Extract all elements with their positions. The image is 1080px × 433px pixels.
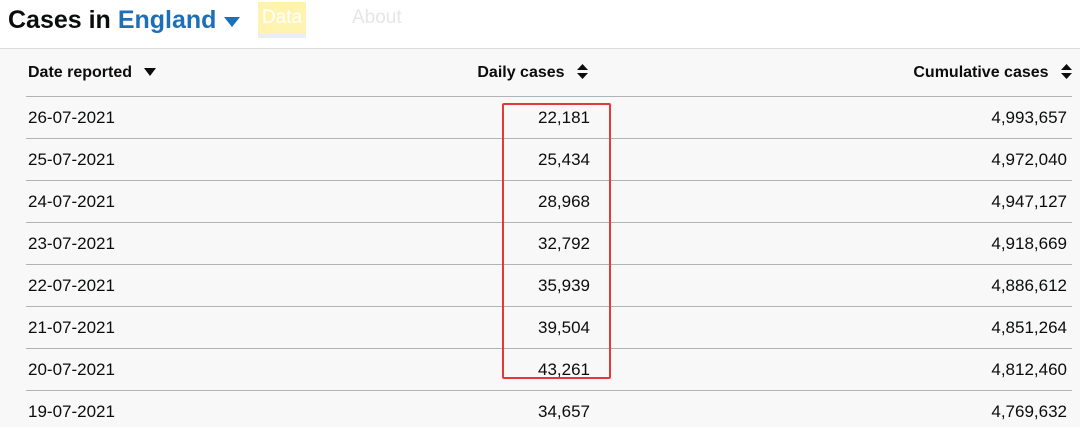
table-header-row: Date reported Daily cases Cumulative cas… <box>26 49 1072 97</box>
cell-date: 19-07-2021 <box>28 402 115 421</box>
page-header: Cases in England Data About <box>0 0 1080 48</box>
cell-cumulative-cases: 4,918,669 <box>991 234 1067 253</box>
cell-daily-cases: 28,968 <box>538 192 590 211</box>
cell-daily-cases: 35,939 <box>538 276 590 295</box>
cell-daily-cases: 39,504 <box>538 318 590 337</box>
title-prefix: Cases in <box>8 5 111 34</box>
table-row: 24-07-2021 28,968 4,947,127 <box>26 181 1072 223</box>
cell-daily-cases: 32,792 <box>538 234 590 253</box>
column-header-daily[interactable]: Daily cases <box>477 49 588 96</box>
column-header-cumulative-label: Cumulative cases <box>913 64 1049 81</box>
column-header-date[interactable]: Date reported <box>28 49 157 96</box>
cell-cumulative-cases: 4,993,657 <box>991 108 1067 127</box>
cell-date: 21-07-2021 <box>28 318 115 337</box>
cell-daily-cases: 25,434 <box>538 150 590 169</box>
table-row: 22-07-2021 35,939 4,886,612 <box>26 265 1072 307</box>
sort-both-icon <box>1061 64 1072 80</box>
column-header-cumulative[interactable]: Cumulative cases <box>913 49 1072 96</box>
cell-cumulative-cases: 4,972,040 <box>991 150 1067 169</box>
sort-both-icon <box>577 64 588 80</box>
area-selector[interactable]: England <box>117 5 217 34</box>
cell-date: 20-07-2021 <box>28 360 115 379</box>
table-row: 20-07-2021 43,261 4,812,460 <box>26 349 1072 391</box>
cell-daily-cases: 34,657 <box>538 402 590 421</box>
sort-desc-icon <box>144 67 157 76</box>
cell-cumulative-cases: 4,851,264 <box>991 318 1067 337</box>
table-row: 25-07-2021 25,434 4,972,040 <box>26 139 1072 181</box>
table-row: 26-07-2021 22,181 4,993,657 <box>26 97 1072 139</box>
cell-daily-cases: 43,261 <box>538 360 590 379</box>
cell-cumulative-cases: 4,947,127 <box>991 192 1067 211</box>
cell-cumulative-cases: 4,812,460 <box>991 360 1067 379</box>
table-row: 21-07-2021 39,504 4,851,264 <box>26 307 1072 349</box>
table-row: 19-07-2021 34,657 4,769,632 <box>26 391 1072 433</box>
cell-cumulative-cases: 4,769,632 <box>991 402 1067 421</box>
column-header-daily-label: Daily cases <box>477 64 565 81</box>
page-title: Cases in England <box>8 4 241 36</box>
cell-daily-cases: 22,181 <box>538 108 590 127</box>
cell-date: 26-07-2021 <box>28 108 115 127</box>
cases-table: Date reported Daily cases Cumulative cas… <box>0 48 1080 427</box>
cell-cumulative-cases: 4,886,612 <box>991 276 1067 295</box>
cell-date: 22-07-2021 <box>28 276 115 295</box>
tab-data[interactable]: Data <box>258 2 306 38</box>
cell-date: 24-07-2021 <box>28 192 115 211</box>
cell-date: 23-07-2021 <box>28 234 115 253</box>
column-header-date-label: Date reported <box>28 64 133 81</box>
caret-down-icon[interactable] <box>224 17 241 27</box>
table-row: 23-07-2021 32,792 4,918,669 <box>26 223 1072 265</box>
cell-date: 25-07-2021 <box>28 150 115 169</box>
tab-about[interactable]: About <box>352 7 402 28</box>
